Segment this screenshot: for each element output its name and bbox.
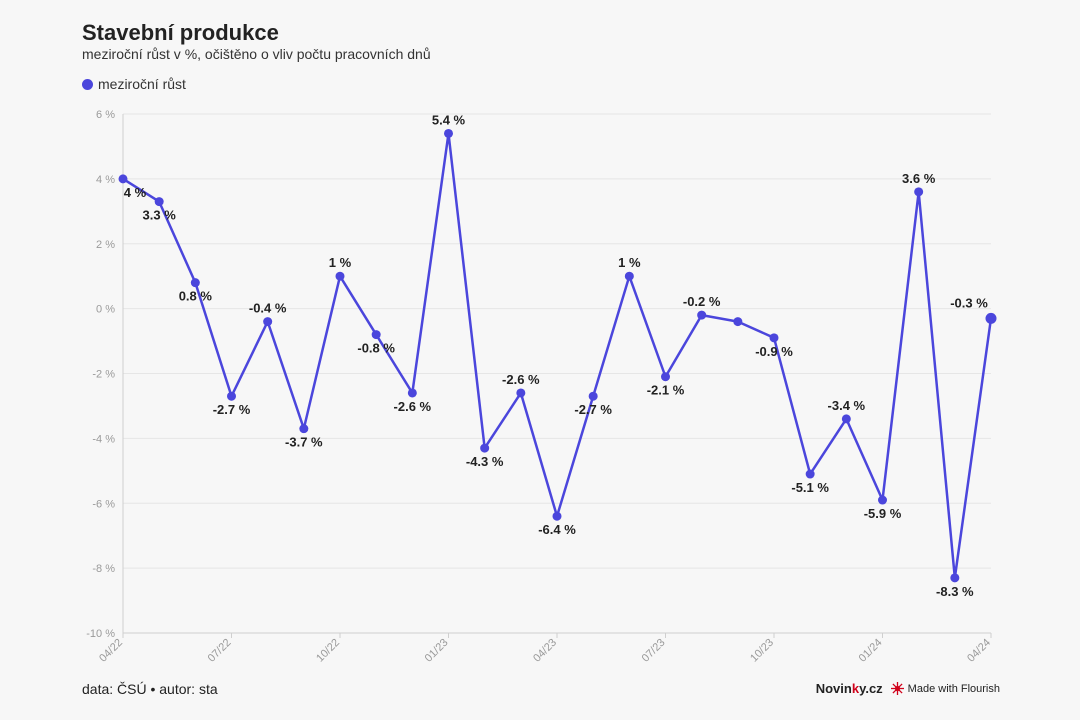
data-point	[335, 271, 345, 281]
data-point	[407, 388, 417, 398]
source-credit: data: ČSÚ • autor: sta	[82, 681, 218, 697]
data-point	[985, 312, 997, 324]
x-tick-label: 01/24	[857, 637, 885, 665]
data-label: -2.6 %	[502, 372, 540, 387]
y-tick-label: 0 %	[96, 304, 115, 316]
data-point	[624, 271, 634, 281]
x-tick-label: 10/23	[748, 637, 776, 665]
chart-subtitle: meziroční růst v %, očištěno o vliv počt…	[82, 46, 431, 62]
x-tick-label: 10/22	[314, 637, 342, 665]
legend-swatch	[82, 78, 93, 90]
data-point	[118, 174, 128, 184]
data-label: 1 %	[618, 255, 641, 270]
data-point	[733, 317, 743, 327]
data-point	[914, 187, 924, 197]
data-point	[697, 310, 707, 320]
novinky-logo[interactable]: Novinky.cz	[815, 681, 883, 696]
data-point	[950, 573, 960, 583]
data-point	[552, 511, 562, 521]
data-point	[190, 278, 200, 288]
y-tick-label: 6 %	[96, 109, 115, 121]
data-point	[299, 424, 309, 434]
data-label: -4.3 %	[466, 454, 504, 469]
y-tick-label: -8 %	[92, 563, 115, 575]
data-point	[805, 469, 815, 479]
footer-branding: Novinky.cz Made with Flourish	[816, 681, 1000, 696]
chart-title: Stavební produkce	[82, 20, 279, 45]
data-label: -2.7 %	[574, 402, 612, 417]
legend[interactable]: meziroční růst	[82, 76, 186, 92]
y-tick-label: -4 %	[92, 433, 115, 445]
flourish-icon	[890, 682, 904, 695]
y-tick-label: 4 %	[96, 174, 115, 186]
x-tick-label: 04/22	[97, 637, 125, 665]
data-label: 0.8 %	[179, 289, 213, 304]
x-tick-label: 04/24	[965, 637, 993, 665]
data-point	[480, 443, 490, 453]
data-label: -5.1 %	[791, 480, 829, 495]
data-label: -3.7 %	[285, 435, 323, 450]
x-tick-label: 07/23	[640, 637, 668, 665]
data-label: -3.4 %	[828, 398, 866, 413]
x-tick-label: 01/23	[423, 637, 451, 665]
data-point	[444, 128, 453, 138]
y-tick-label: -2 %	[92, 369, 115, 381]
data-label: 3.6 %	[902, 171, 936, 186]
data-point	[263, 317, 273, 327]
data-point	[841, 414, 851, 424]
flourish-credit[interactable]: Made with Flourish	[890, 682, 1000, 695]
legend-label: meziroční růst	[98, 76, 186, 92]
flourish-label: Made with Flourish	[907, 682, 1000, 695]
data-label: -6.4 %	[538, 522, 576, 537]
y-tick-label: 2 %	[96, 239, 115, 251]
series-line	[122, 132, 993, 580]
data-label: -0.9 %	[755, 344, 793, 359]
data-label: -2.1 %	[647, 383, 685, 398]
data-label: -2.7 %	[213, 402, 251, 417]
data-label: 1 %	[329, 255, 352, 270]
y-tick-label: -10 %	[86, 628, 115, 640]
data-label: -0.8 %	[357, 341, 395, 356]
data-label: 4 %	[124, 185, 147, 200]
x-tick-label: 04/23	[531, 637, 559, 665]
x-tick-label: 07/22	[206, 637, 234, 665]
data-label: -0.3 %	[950, 295, 988, 310]
data-point	[588, 391, 598, 401]
data-point	[661, 372, 670, 382]
data-label: -8.3 %	[936, 584, 974, 599]
data-label: -2.6 %	[394, 399, 432, 414]
data-label: 3.3 %	[143, 208, 177, 223]
data-point	[154, 197, 164, 207]
data-point	[878, 495, 887, 505]
data-point	[769, 333, 779, 343]
data-label: -0.2 %	[683, 294, 721, 309]
data-label: -5.9 %	[864, 506, 902, 521]
data-label: 5.4 %	[432, 112, 466, 127]
data-point	[371, 330, 381, 340]
data-point	[227, 391, 236, 401]
data-point	[516, 388, 526, 398]
data-label: -0.4 %	[249, 301, 287, 316]
y-tick-label: -6 %	[92, 498, 115, 510]
